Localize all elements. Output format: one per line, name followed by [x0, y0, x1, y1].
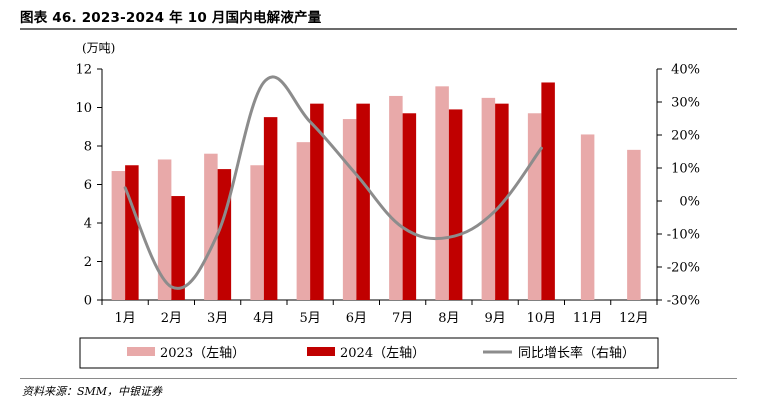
bar-2023 [342, 119, 357, 300]
bar-2024 [217, 169, 232, 300]
left-tick-label: 4 [84, 217, 92, 232]
bar-2024 [356, 103, 370, 301]
title-rule [20, 28, 737, 30]
bar-2024 [402, 113, 417, 301]
right-tick-label: 30% [671, 96, 700, 111]
x-tick-label: 7月 [392, 311, 413, 326]
right-tick-label: -20% [667, 261, 700, 276]
left-tick-label: 12 [75, 63, 92, 78]
left-tick-label: 2 [84, 255, 92, 270]
footer-rule [20, 378, 737, 379]
growth-line [123, 75, 543, 290]
x-tick-label: 4月 [253, 311, 274, 326]
bar-2024 [310, 103, 324, 301]
bar-2024 [263, 117, 278, 300]
bar-2023 [250, 165, 264, 300]
bar-2023 [481, 97, 496, 300]
x-tick-label: 2月 [161, 311, 182, 326]
legend-label-growth: 同比增长率（右轴） [518, 345, 635, 361]
bar-2023 [204, 153, 218, 300]
bar-2024 [125, 165, 139, 300]
left-tick-label: 6 [84, 178, 92, 193]
bar-2023 [435, 86, 449, 300]
bar-2023 [296, 142, 311, 300]
x-tick-label: 10月 [527, 311, 557, 326]
bar-2023 [157, 159, 172, 300]
bar-2024 [448, 109, 463, 300]
unit-label: (万吨) [82, 41, 115, 55]
x-tick-label: 1月 [114, 311, 135, 326]
right-tick-label: 20% [671, 129, 700, 144]
left-tick-label: 0 [84, 294, 92, 309]
right-tick-label: 40% [671, 63, 700, 78]
legend-label-2024: 2024（左轴） [340, 346, 425, 361]
x-tick-label: 9月 [484, 311, 505, 326]
x-tick-label: 8月 [438, 311, 459, 326]
legend-label-2023: 2023（左轴） [160, 346, 245, 361]
bar-2023 [527, 113, 542, 301]
chart-title: 图表 46. 2023-2024 年 10 月国内电解液产量 [20, 10, 322, 26]
x-tick-label: 3月 [207, 311, 228, 326]
x-tick-label: 11月 [573, 311, 603, 326]
left-tick-label: 10 [75, 101, 92, 116]
right-tick-label: 10% [671, 162, 700, 177]
bar-2023 [627, 149, 641, 300]
right-tick-label: -10% [667, 228, 700, 243]
left-tick-label: 8 [84, 140, 92, 155]
right-tick-label: 0% [679, 195, 700, 210]
x-tick-label: 5月 [299, 311, 320, 326]
bar-2023 [111, 171, 126, 300]
legend-swatch-2023 [127, 347, 155, 356]
legend-box [79, 337, 659, 369]
right-tick-label: -30% [667, 294, 700, 309]
x-tick-label: 12月 [619, 311, 649, 326]
bar-2024 [171, 196, 185, 300]
bar-2023 [580, 134, 595, 300]
source-note: 资料来源：SMM，中银证券 [22, 385, 163, 398]
bar-2024 [541, 82, 555, 300]
bar-2023 [389, 95, 403, 300]
x-tick-label: 6月 [346, 311, 367, 326]
legend-swatch-2024 [307, 347, 335, 356]
